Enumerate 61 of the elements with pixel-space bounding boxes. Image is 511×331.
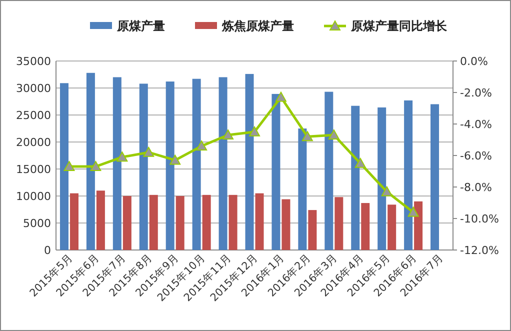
y-tick-label: 30000 [16, 82, 51, 95]
bar [176, 196, 184, 250]
bar [334, 197, 344, 250]
bar [282, 199, 290, 250]
y2-tick-label: -10.0% [460, 212, 499, 226]
bar [166, 82, 174, 250]
bar [70, 193, 78, 250]
bar [122, 196, 132, 250]
point [196, 140, 208, 151]
y-tick-label: 10000 [16, 190, 51, 203]
bar [228, 194, 238, 250]
point [302, 131, 313, 142]
point [381, 186, 392, 196]
point [222, 130, 234, 140]
y2-tick-label: -8.0% [460, 181, 492, 194]
point [143, 146, 154, 157]
point [408, 206, 419, 217]
bar [351, 106, 360, 250]
y-tick-label: 20000 [16, 136, 51, 149]
bar [218, 77, 228, 250]
y-tick-label: 5000 [23, 217, 51, 230]
bar [60, 83, 68, 250]
bar [430, 104, 440, 250]
point [354, 158, 366, 168]
point [170, 154, 181, 165]
bar [139, 84, 148, 250]
point [90, 161, 102, 172]
bar [298, 128, 307, 250]
point [275, 92, 286, 102]
legend-label: 炼焦原煤产量 [221, 19, 294, 33]
point [64, 161, 75, 172]
y2-tick-label: -4.0% [460, 118, 492, 131]
y-tick-label: 15000 [16, 163, 51, 176]
bar [192, 78, 201, 250]
bar [272, 94, 280, 250]
y2-tick-label: -2.0% [460, 86, 492, 100]
bar [202, 194, 211, 250]
y2-tick-label: 0.0% [460, 55, 488, 68]
bar [308, 210, 317, 250]
bar [324, 92, 334, 250]
y2-tick-label: -6.0% [460, 150, 492, 162]
bar [96, 190, 105, 250]
bar [378, 107, 386, 250]
point [328, 130, 340, 140]
bar [361, 203, 370, 250]
bar [112, 77, 122, 250]
legend-label: 原煤产量 [116, 19, 165, 33]
bar [388, 204, 396, 250]
point [249, 126, 260, 136]
y-tick-label: 25000 [16, 109, 51, 122]
y-tick-label: 0 [44, 244, 51, 257]
bar [414, 201, 423, 250]
y2-tick-label: -12.0% [460, 244, 499, 257]
bar [404, 100, 413, 250]
bar [255, 193, 264, 250]
y-tick-label: 35000 [16, 55, 51, 68]
bar [149, 194, 158, 250]
point [116, 152, 128, 162]
bar [86, 72, 95, 250]
legend-label: 原煤产量同比增长 [350, 19, 448, 33]
bar [245, 74, 254, 250]
